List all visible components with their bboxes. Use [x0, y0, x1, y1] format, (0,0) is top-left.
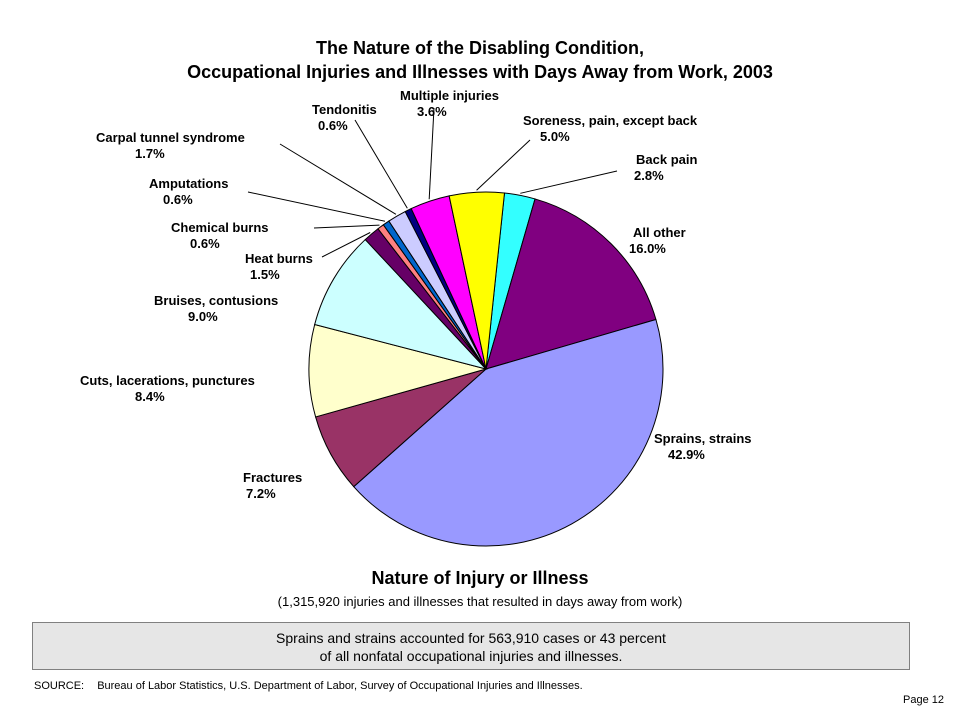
slice-value-chemical-burns: 0.6%	[190, 236, 220, 251]
source-label: SOURCE:	[34, 680, 85, 692]
leader-line-soreness-pain-except-back	[476, 139, 531, 191]
source-text: Bureau of Labor Statistics, U.S. Departm…	[97, 680, 583, 692]
summary-line-1: Sprains and strains accounted for 563,91…	[276, 630, 666, 646]
leader-line-multiple-injuries	[428, 107, 435, 200]
chart-subtitle: Nature of Injury or Illness	[371, 568, 589, 588]
pie-slice-cuts-lacerations-punctures	[308, 323, 488, 418]
slice-value-cuts-lacerations-punctures: 8.4%	[135, 389, 165, 404]
slice-value-amputations: 0.6%	[163, 192, 193, 207]
leader-line-tendonitis	[354, 119, 408, 209]
summary-box: Sprains and strains accounted for 563,91…	[32, 622, 910, 670]
pie-slice-sprains-strains	[353, 318, 664, 547]
slice-label-chemical-burns: Chemical burns	[171, 220, 269, 235]
slice-value-all-other: 16.0%	[629, 241, 666, 256]
slice-value-carpal-tunnel-syndrome: 1.7%	[135, 146, 165, 161]
pie-slice-soreness-pain-except-back	[448, 191, 506, 370]
slice-label-cuts-lacerations-punctures: Cuts, lacerations, punctures	[80, 373, 255, 388]
source-note: SOURCE: Bureau of Labor Statistics, U.S.…	[34, 680, 583, 692]
leader-line-chemical-burns	[313, 224, 380, 229]
slice-value-soreness-pain-except-back: 5.0%	[540, 129, 570, 144]
slice-label-tendonitis: Tendonitis	[312, 102, 377, 117]
leader-line-amputations	[247, 191, 386, 222]
slice-value-bruises-contusions: 9.0%	[188, 309, 218, 324]
slice-value-sprains-strains: 42.9%	[668, 447, 705, 462]
slice-label-sprains-strains: Sprains, strains	[654, 431, 752, 446]
slice-value-multiple-injuries: 3.6%	[417, 104, 447, 119]
pie-slice-bruises-contusions	[314, 238, 488, 370]
leader-line-back-pain	[520, 170, 618, 194]
slice-label-fractures: Fractures	[243, 470, 302, 485]
slice-label-back-pain: Back pain	[636, 152, 697, 167]
leader-lines	[247, 107, 618, 258]
slice-label-heat-burns: Heat burns	[245, 251, 313, 266]
slice-value-fractures: 7.2%	[246, 486, 276, 501]
slice-value-tendonitis: 0.6%	[318, 118, 348, 133]
summary-line-2: of all nonfatal occupational injuries an…	[319, 648, 623, 664]
page-number: Page 12	[903, 694, 944, 706]
slice-label-bruises-contusions: Bruises, contusions	[154, 293, 278, 308]
slice-label-soreness-pain-except-back: Soreness, pain, except back	[523, 113, 698, 128]
slice-value-heat-burns: 1.5%	[250, 267, 280, 282]
chart-note: (1,315,920 injuries and illnesses that r…	[277, 594, 683, 609]
leader-line-heat-burns	[321, 232, 371, 258]
leader-line-carpal-tunnel-syndrome	[279, 143, 397, 215]
chart-title-line-1: The Nature of the Disabling Condition,	[316, 38, 644, 58]
chart-title-line-2: Occupational Injuries and Illnesses with…	[187, 62, 773, 82]
slice-label-all-other: All other	[633, 225, 686, 240]
pie-slices	[308, 191, 664, 547]
slice-label-carpal-tunnel-syndrome: Carpal tunnel syndrome	[96, 130, 245, 145]
pie-slice-all-other	[485, 198, 657, 370]
slice-label-multiple-injuries: Multiple injuries	[400, 88, 499, 103]
slice-label-amputations: Amputations	[149, 176, 228, 191]
slice-value-back-pain: 2.8%	[634, 168, 664, 183]
